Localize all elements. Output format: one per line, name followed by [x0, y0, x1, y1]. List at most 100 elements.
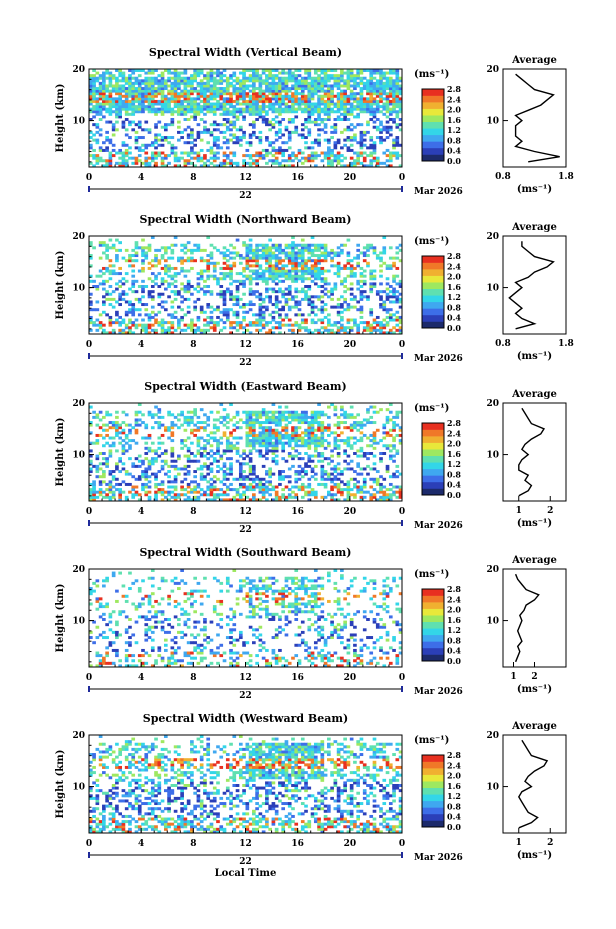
heatmap-cell	[173, 79, 178, 83]
heatmap-cell	[167, 436, 171, 440]
heatmap-cell	[95, 441, 100, 445]
heatmap-cell	[128, 300, 132, 304]
heatmap-cell	[346, 76, 351, 80]
heatmap-cell	[95, 79, 100, 83]
heatmap-cell	[310, 156, 315, 160]
heatmap-cell	[232, 99, 237, 103]
heatmap-cell	[216, 308, 220, 312]
heatmap-cell	[121, 105, 126, 109]
heatmap-cell	[349, 148, 354, 152]
heatmap-cell	[333, 76, 338, 80]
heatmap-cell	[186, 495, 191, 499]
heatmap-cell	[115, 321, 119, 325]
heatmap-cell	[183, 285, 188, 288]
heatmap-cell	[369, 308, 374, 312]
heatmap-cell	[222, 321, 227, 325]
heatmap-cell	[372, 107, 377, 111]
heatmap-cell	[92, 89, 96, 93]
heatmap-cell	[170, 490, 175, 494]
heatmap-cell	[248, 441, 253, 445]
heatmap-cell	[353, 305, 357, 309]
heatmap-cell	[333, 118, 338, 121]
heatmap-cell	[372, 156, 377, 160]
heatmap-cell	[238, 92, 243, 96]
heatmap-cell	[385, 292, 390, 296]
heatmap-cell	[147, 464, 152, 468]
heatmap-cell	[313, 105, 318, 109]
heatmap-cell	[287, 71, 292, 75]
heatmap-cell	[333, 74, 338, 78]
heatmap-cell	[255, 110, 259, 114]
heatmap-cell	[154, 493, 158, 497]
heatmap-cell	[102, 87, 106, 91]
heatmap-cell	[147, 107, 152, 111]
heatmap-cell	[150, 264, 155, 268]
heatmap-cell	[203, 449, 207, 453]
heatmap-cell	[362, 81, 367, 85]
heatmap-cell	[300, 84, 305, 88]
heatmap-cell	[294, 290, 299, 294]
heatmap-cell	[327, 89, 331, 93]
heatmap-cell	[150, 97, 155, 101]
heatmap-cell	[366, 99, 370, 103]
heatmap-cell	[111, 125, 116, 129]
heatmap-cell	[398, 279, 403, 283]
heatmap-cell	[137, 125, 142, 129]
heatmap-cell	[108, 94, 113, 98]
heatmap-cell	[274, 92, 279, 96]
heatmap-cell	[330, 92, 334, 96]
heatmap-cell	[258, 154, 263, 158]
heatmap-cell	[212, 110, 217, 114]
heatmap-cell	[190, 488, 194, 492]
heatmap-cell	[206, 423, 211, 427]
heatmap-cell	[297, 326, 302, 330]
heatmap-cell	[353, 125, 357, 129]
heatmap-cell	[307, 120, 312, 124]
heatmap-cell	[150, 81, 155, 85]
heatmap-cell	[137, 459, 142, 463]
heatmap-cell	[242, 136, 246, 140]
heatmap-cell	[258, 303, 263, 307]
heatmap-cell	[372, 143, 377, 147]
heatmap-cell	[248, 428, 253, 432]
heatmap-cell	[398, 300, 403, 304]
heatmap-cell	[252, 97, 256, 101]
heatmap-cell	[320, 79, 325, 83]
heatmap-cell	[297, 436, 302, 440]
heatmap-cell	[170, 94, 175, 98]
heatmap-cell	[330, 69, 334, 72]
heatmap-cell	[245, 251, 250, 255]
heatmap-cell	[395, 323, 400, 327]
heatmap-cell	[108, 452, 113, 455]
heatmap-cell	[212, 143, 217, 147]
heatmap-cell	[300, 107, 305, 111]
heatmap-cell	[111, 490, 116, 494]
heatmap-cell	[206, 439, 211, 443]
heatmap-cell	[278, 423, 282, 427]
heatmap-cell	[216, 464, 220, 468]
heatmap-cell	[379, 123, 383, 127]
heatmap-cell	[258, 272, 263, 276]
heatmap-cell	[124, 112, 129, 116]
heatmap-cell	[248, 277, 253, 281]
heatmap-cell	[392, 94, 396, 98]
heatmap-cell	[105, 71, 109, 75]
heatmap-cell	[222, 415, 227, 419]
heatmap-cell	[225, 87, 230, 91]
heatmap-cell	[294, 323, 299, 327]
heatmap-cell	[235, 315, 240, 319]
heatmap-cell	[372, 97, 377, 101]
heatmap-cell	[252, 81, 256, 85]
heatmap-cell	[313, 246, 318, 250]
heatmap-cell	[265, 446, 269, 450]
heatmap-cell	[382, 326, 387, 330]
heatmap-cell	[255, 74, 259, 78]
heatmap-cell	[258, 256, 263, 260]
heatmap-cell	[340, 107, 344, 111]
heatmap-cell	[95, 439, 100, 443]
heatmap-cell	[297, 277, 302, 281]
heatmap-cell	[294, 156, 299, 160]
heatmap-cell	[225, 436, 230, 440]
heatmap-cell	[180, 413, 184, 417]
heatmap-cell	[274, 76, 279, 80]
